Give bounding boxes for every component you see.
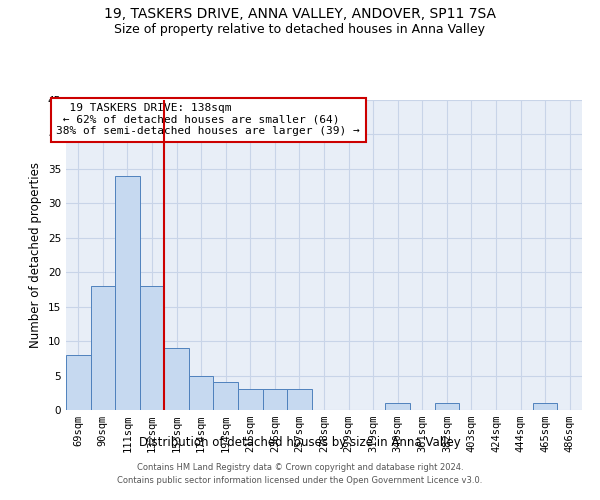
Bar [533,403,557,410]
Y-axis label: Number of detached properties: Number of detached properties [29,162,43,348]
Bar [214,382,238,410]
Bar [164,348,189,410]
Text: 19 TASKERS DRIVE: 138sqm
 ← 62% of detached houses are smaller (64)
38% of semi-: 19 TASKERS DRIVE: 138sqm ← 62% of detach… [56,103,360,136]
Bar [434,403,459,410]
Text: Size of property relative to detached houses in Anna Valley: Size of property relative to detached ho… [115,22,485,36]
Bar [66,355,91,410]
Bar [189,376,214,410]
Text: Contains HM Land Registry data © Crown copyright and database right 2024.: Contains HM Land Registry data © Crown c… [137,464,463,472]
Bar [91,286,115,410]
Text: Contains public sector information licensed under the Open Government Licence v3: Contains public sector information licen… [118,476,482,485]
Text: 19, TASKERS DRIVE, ANNA VALLEY, ANDOVER, SP11 7SA: 19, TASKERS DRIVE, ANNA VALLEY, ANDOVER,… [104,8,496,22]
Bar [140,286,164,410]
Bar [385,403,410,410]
Bar [263,390,287,410]
Text: Distribution of detached houses by size in Anna Valley: Distribution of detached houses by size … [139,436,461,449]
Bar [115,176,140,410]
Bar [238,390,263,410]
Bar [287,390,312,410]
